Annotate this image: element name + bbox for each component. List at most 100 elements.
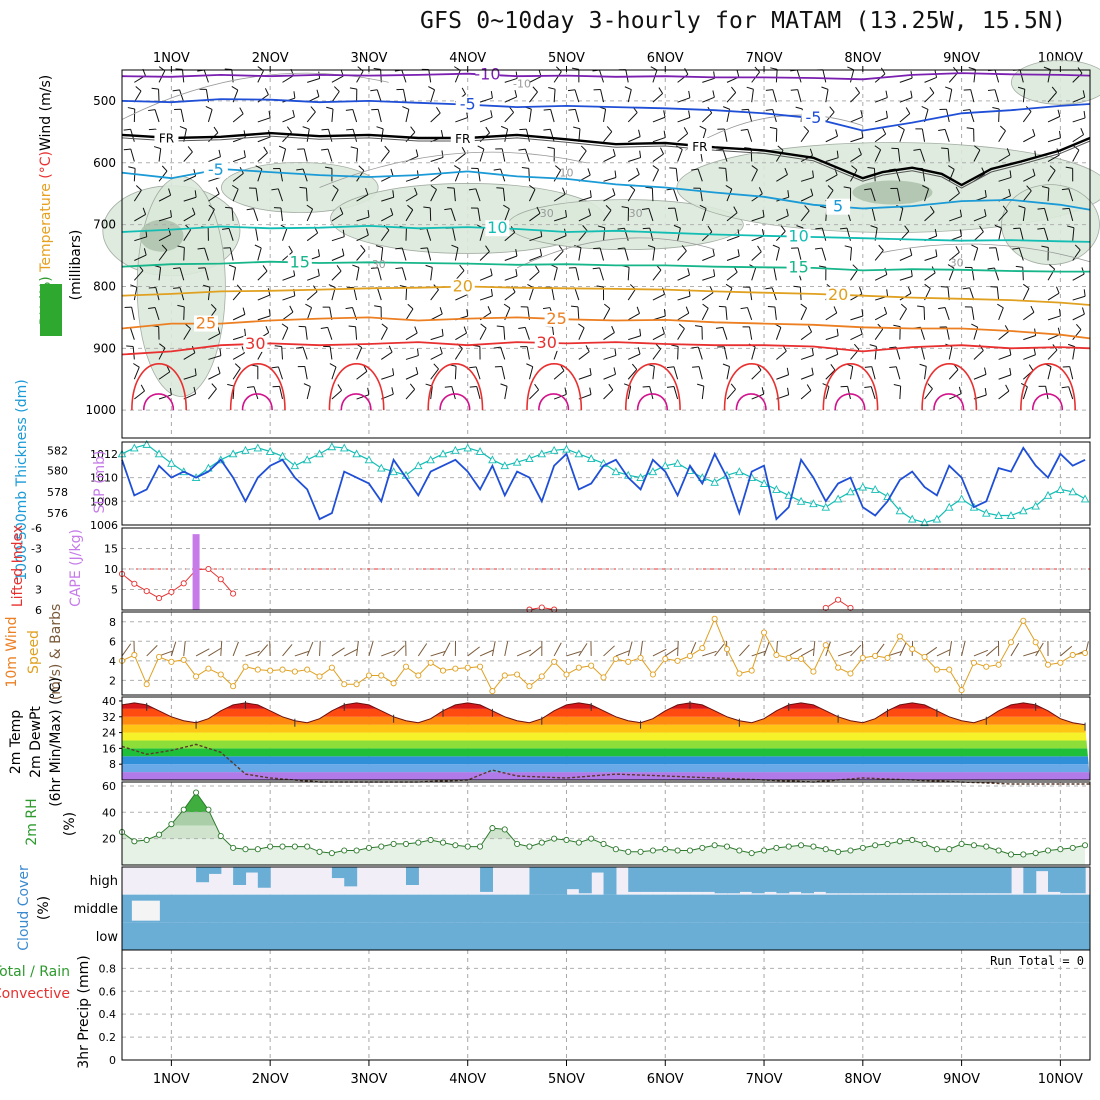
- panel6-ylabel: 2m RH: [24, 798, 40, 845]
- surface-wind-barb: [170, 641, 177, 657]
- wind-barb-feather: [170, 210, 172, 218]
- panel-frame: [121, 69, 1091, 439]
- wind-barb-feather: [477, 145, 485, 150]
- wind-barb-feather: [889, 366, 897, 368]
- wind-speed-point: [1007, 639, 1015, 646]
- wind-barb-feather: [984, 190, 987, 198]
- surface-wind-barb: [529, 646, 542, 657]
- thickness-point: [586, 454, 596, 463]
- wind-speed-point: [847, 670, 854, 677]
- wind-barb-shaft: [1023, 311, 1035, 321]
- wind-barb-shaft: [529, 76, 542, 83]
- cloud-cell: [788, 894, 802, 923]
- wind-barb-feather: [321, 128, 329, 131]
- wind-barb-feather: [835, 129, 839, 137]
- wind-barb-shaft: [603, 389, 614, 400]
- cloud-cell: [801, 894, 815, 923]
- cloud-cell: [405, 894, 419, 923]
- wind-barb-shaft: [280, 207, 284, 221]
- wind-barb-shaft: [722, 327, 728, 340]
- wind-barb-shaft: [847, 386, 851, 400]
- wind-barb-shaft: [825, 135, 838, 143]
- wind-barb-shaft: [524, 149, 530, 162]
- wind-barb-feather: [142, 207, 147, 215]
- wind-barb-shaft: [183, 196, 197, 202]
- wind-barb-feather: [1074, 244, 1081, 251]
- wind-barb-feather: [984, 387, 987, 396]
- cloud-cell: [813, 867, 827, 892]
- wind-barb-feather: [712, 90, 715, 98]
- wind-barb-shaft: [356, 267, 360, 281]
- wind-barb-feather: [1026, 185, 1032, 192]
- wind-barb-shaft: [726, 287, 733, 301]
- wind-barb-feather: [130, 284, 138, 288]
- cloud-cell: [270, 894, 284, 923]
- wind-barb-feather: [893, 324, 901, 328]
- wind-barb-shaft: [381, 374, 394, 380]
- wind-barb-shaft: [701, 231, 713, 242]
- wind-barb-shaft: [673, 386, 679, 400]
- wind-barb-shaft: [603, 354, 617, 360]
- thickness-point: [389, 467, 398, 476]
- wind-barb-feather: [243, 150, 246, 158]
- wind-barb-feather: [671, 344, 679, 347]
- wind-speed-point: [773, 651, 780, 659]
- wind-barb-shaft: [726, 366, 730, 380]
- wind-speed-point: [748, 667, 755, 674]
- wind-barb-feather: [444, 386, 452, 388]
- cloud-cell: [282, 922, 296, 950]
- cloud-cell: [727, 922, 740, 950]
- rh-point: [1007, 851, 1015, 858]
- wind-barb-shaft: [578, 214, 591, 222]
- cloud-cell: [541, 894, 555, 923]
- cloud-cell: [405, 922, 419, 950]
- wind-speed-point: [983, 663, 990, 670]
- wind-barb-feather: [128, 166, 136, 169]
- surface-wind-barb: [553, 642, 562, 657]
- wind-barb-shaft: [257, 136, 271, 143]
- wind-barb-shaft: [677, 346, 679, 360]
- wind-barb-feather: [1041, 245, 1049, 248]
- wind-barb-feather: [433, 363, 439, 370]
- wind-barb-feather: [1037, 227, 1045, 230]
- wind-barb-shaft: [401, 69, 407, 83]
- wind-barb-feather: [547, 146, 555, 150]
- cloud-cell: [998, 922, 1012, 950]
- rh-band-mid: [122, 812, 1090, 826]
- thickness-point: [228, 449, 238, 458]
- wind-barb-feather: [811, 367, 814, 375]
- wind-barb-shaft: [303, 148, 308, 162]
- cloud-cell: [591, 894, 605, 923]
- wind-barb-shaft: [452, 227, 456, 241]
- cloud-cell: [455, 922, 469, 950]
- cloud-cell: [887, 922, 901, 950]
- wind-barb-feather: [440, 130, 444, 138]
- wind-barb-feather: [684, 67, 689, 75]
- wind-barb-shaft: [130, 148, 135, 162]
- wind-barb-feather: [638, 129, 641, 137]
- cloud-cell: [307, 894, 321, 923]
- wind-barb-feather: [263, 146, 268, 154]
- wind-speed-point: [921, 653, 928, 660]
- thickness-point: [463, 443, 472, 452]
- wind-barb-shaft: [430, 89, 436, 103]
- wind-barb-shaft: [998, 331, 1010, 341]
- wind-barb-feather: [1015, 265, 1023, 268]
- wind-barb-feather: [1058, 308, 1061, 316]
- wind-barb-feather: [515, 71, 518, 79]
- thickness-point: [611, 467, 621, 476]
- wind-barb-shaft: [133, 270, 144, 281]
- cloud-cell: [1035, 894, 1049, 923]
- surface-wind-barb: [430, 650, 446, 657]
- day-label-bottom: 4NOV: [449, 1072, 486, 1087]
- wind-barb-feather: [992, 106, 1000, 110]
- wind-barb-feather: [589, 190, 592, 198]
- wind-barb-shaft: [944, 307, 950, 321]
- rh-point: [267, 843, 274, 850]
- wind-barb-shaft: [800, 307, 808, 321]
- wind-speed-point: [798, 655, 805, 662]
- wind-barb-feather: [148, 109, 156, 112]
- contour-label: FR: [159, 132, 174, 146]
- wind-barb-feather: [844, 245, 852, 249]
- wind-barb-shaft: [871, 366, 876, 380]
